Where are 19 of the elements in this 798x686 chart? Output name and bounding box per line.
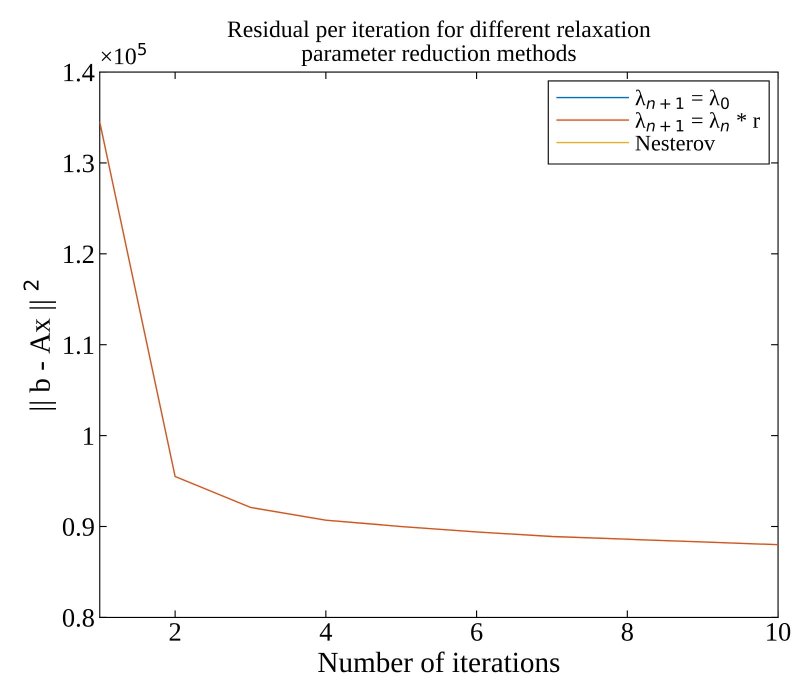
y-tick-label: 0.9: [62, 518, 94, 536]
y-tick-label: 1: [84, 427, 94, 445]
chart-title: Residual per iteration for different relaxation parameter reduction methods: [228, 20, 650, 66]
y-tick-label: 0.8: [62, 609, 94, 627]
x-tick-label: 4: [320, 623, 332, 641]
y-axis-title: || b - Ax || $^{2}$: [23, 280, 56, 410]
x-axis-title: Number of iterations: [318, 651, 560, 672]
y-tick-label: 1.3: [64, 154, 94, 172]
y-tick-label: 1.1: [64, 336, 94, 354]
legend-label: Nesterov: [636, 136, 716, 151]
y-tick-label: 1.2: [64, 246, 94, 264]
text: ×10$^{5}$: [102, 43, 146, 64]
legend-label: λ$_{n+1}$ = λ$_{n}$ * r: [636, 112, 760, 132]
x-tick-label: 2: [170, 623, 180, 641]
legend-label: λ$_{n+1}$ = λ$_{0}$: [636, 90, 729, 110]
y-tick-label: 1.4: [64, 64, 94, 82]
x-tick-label: 10: [767, 623, 790, 641]
x-tick-label: 6: [471, 623, 482, 641]
x-tick-label: 8: [622, 623, 633, 641]
